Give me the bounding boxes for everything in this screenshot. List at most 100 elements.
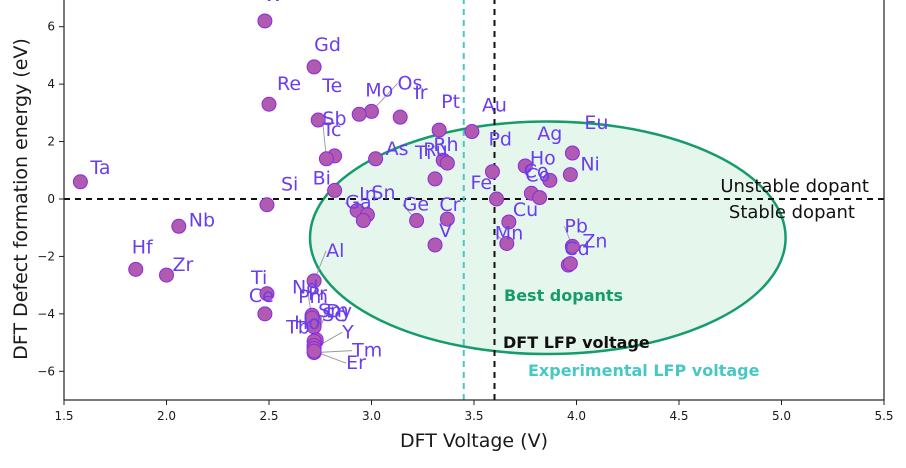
point-label: Pm — [298, 286, 328, 308]
data-point — [72, 174, 88, 190]
data-point — [171, 218, 187, 234]
x-tick-label: 4.5 — [669, 409, 688, 423]
data-point — [257, 306, 273, 322]
point-label: In — [359, 183, 377, 205]
data-point — [310, 112, 326, 128]
point-label: Co — [525, 164, 550, 186]
x-tick-label: 4.0 — [567, 409, 586, 423]
x-tick-label: 2.5 — [259, 409, 278, 423]
point-label: Ru — [423, 139, 447, 161]
data-point — [427, 237, 443, 253]
y-tick-label: 2 — [47, 135, 55, 149]
y-axis-title: DFT Defect formation energy (eV) — [10, 38, 32, 360]
data-point — [564, 238, 580, 254]
point-label: Gd — [314, 34, 341, 56]
data-point — [409, 213, 425, 229]
point-label: Mo — [365, 79, 393, 101]
point-label: Ce — [249, 285, 274, 307]
point-label: Nd — [292, 276, 318, 298]
y-tick-label: −4 — [37, 307, 55, 321]
point-label: Cd — [564, 238, 589, 260]
x-tick-label: 3.0 — [362, 409, 381, 423]
unstable-dopant-text: Unstable dopant — [720, 176, 869, 197]
point-label: Cr — [439, 194, 460, 216]
data-point — [159, 267, 174, 283]
point-label: Pr — [308, 283, 327, 305]
point-label: Pd — [488, 129, 512, 151]
lfp-voltage-label: DFT LFP voltage — [503, 333, 650, 352]
y-tick-label: −2 — [37, 249, 55, 263]
data-point — [484, 164, 500, 180]
point-label: Eu — [584, 112, 608, 134]
point-label: Si — [281, 174, 298, 196]
data-point — [499, 236, 515, 252]
data-point — [318, 151, 334, 167]
data-point — [431, 122, 447, 138]
point-label: Ho — [294, 312, 320, 334]
point-label: Bi — [313, 167, 331, 189]
point-label: Hf — [132, 236, 154, 258]
data-point — [439, 211, 455, 227]
x-axis-title: DFT Voltage (V) — [400, 430, 548, 452]
point-label: Te — [321, 75, 342, 97]
data-point — [259, 286, 275, 302]
point-label: Ta — [89, 157, 110, 179]
data-point — [261, 96, 277, 112]
data-point — [306, 343, 322, 359]
best-dopants-label: Best dopants — [504, 286, 623, 305]
point-label: Tb — [285, 317, 310, 339]
data-point — [564, 145, 580, 161]
stable-dopant-text: Stable dopant — [729, 202, 855, 223]
data-point — [562, 167, 578, 183]
point-label: Zr — [173, 254, 194, 276]
point-label: Ge — [403, 194, 429, 216]
y-tick-label: −6 — [37, 364, 55, 378]
point-label: Ni — [580, 154, 600, 176]
point-label: W — [264, 0, 283, 6]
data-point — [327, 182, 343, 198]
data-point — [128, 261, 144, 277]
point-label: Ga — [345, 192, 371, 214]
point-label: Sm — [318, 300, 349, 322]
data-point — [306, 273, 322, 289]
point-label: Ti — [414, 142, 431, 164]
data-point — [542, 172, 558, 188]
data-point — [368, 151, 384, 167]
point-label: As — [386, 138, 409, 160]
point-label: Os — [398, 72, 423, 94]
data-point — [351, 106, 367, 122]
data-point — [501, 214, 517, 230]
point-label: Rh — [433, 134, 458, 156]
x-tick-label: 1.5 — [54, 409, 73, 423]
point-label: Sn — [371, 182, 395, 204]
point-label: Ti — [250, 267, 267, 289]
data-point — [259, 197, 275, 213]
point-label: Mn — [495, 223, 523, 245]
point-label: Tc — [322, 119, 342, 141]
point-label: Pb — [564, 215, 588, 237]
x-tick-label: 2.0 — [157, 409, 176, 423]
point-label: Co — [524, 161, 549, 183]
data-point — [364, 103, 379, 119]
data-point — [439, 155, 455, 171]
point-label: Ho — [530, 147, 556, 169]
point-label: Tm — [351, 340, 382, 362]
point-label: Fe — [471, 172, 493, 194]
point-label: Dy — [326, 300, 352, 322]
point-label: Pt — [441, 91, 460, 113]
point-label: Au — [482, 95, 507, 117]
y-tick-label: 0 — [47, 192, 55, 206]
point-label: Nb — [189, 209, 215, 231]
point-label: Zn — [582, 231, 607, 253]
data-point — [532, 190, 548, 206]
point-label: Cu — [513, 199, 538, 221]
point-label: Al — [326, 240, 344, 262]
point-label: Ag — [537, 123, 562, 145]
data-point — [355, 213, 371, 229]
data-point — [427, 171, 443, 187]
data-point — [257, 13, 273, 29]
data-point — [517, 158, 533, 174]
y-tick-label: 6 — [47, 20, 55, 34]
point-label: Er — [346, 352, 366, 374]
